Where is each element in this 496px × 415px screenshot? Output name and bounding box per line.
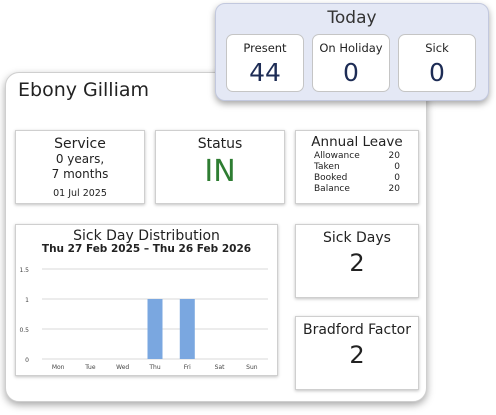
sick-label: Sick — [425, 41, 449, 55]
leave-value: 0 — [394, 173, 400, 183]
y-tick-label: 0.5 — [19, 327, 29, 334]
bar — [147, 299, 163, 359]
leave-row-balance: Balance 20 — [314, 184, 400, 195]
bar — [179, 299, 195, 359]
x-tick-label: Tue — [84, 364, 96, 371]
leave-label: Taken — [314, 162, 340, 172]
employee-card: Ebony Gilliam Service 0 years, 7 months … — [5, 72, 427, 402]
leave-label: Booked — [314, 173, 348, 183]
leave-value: 0 — [394, 162, 400, 172]
employee-name: Ebony Gilliam — [18, 79, 150, 101]
sick-day-chart: 0 0.5 1 1.5 Mon Tue Wed Thu Fri Sat Sun — [19, 267, 268, 371]
leave-value: 20 — [388, 184, 400, 194]
y-tick-label: 1.5 — [19, 267, 29, 274]
service-tile: Service 0 years, 7 months 01 Jul 2025 — [15, 130, 145, 204]
on-holiday-count: 0 — [343, 58, 359, 87]
leave-label: Balance — [314, 184, 350, 194]
leave-row-allowance: Allowance 20 — [314, 151, 400, 162]
service-years: 0 years, — [55, 152, 105, 166]
sick-days-tile: Sick Days 2 — [295, 224, 419, 298]
today-title: Today — [327, 8, 377, 28]
present-count: 44 — [249, 58, 281, 87]
sick-box[interactable]: Sick 0 — [398, 34, 476, 92]
y-tick-label: 1 — [25, 297, 29, 304]
sick-count: 0 — [429, 58, 445, 87]
bradford-factor-value: 2 — [349, 341, 365, 369]
annual-leave-title: Annual Leave — [311, 134, 403, 150]
status-title: Status — [197, 136, 243, 152]
present-label: Present — [243, 41, 287, 55]
chart-subtitle: Thu 27 Feb 2025 – Thu 26 Feb 2026 — [41, 243, 252, 255]
on-holiday-label: On Holiday — [319, 41, 383, 55]
leave-label: Allowance — [314, 151, 360, 161]
x-tick-label: Mon — [52, 364, 65, 371]
on-holiday-box[interactable]: On Holiday 0 — [312, 34, 390, 92]
bradford-factor-tile: Bradford Factor 2 — [295, 316, 419, 390]
sick-day-chart-tile: Sick Day Distribution Thu 27 Feb 2025 – … — [15, 224, 278, 376]
x-tick-label: Sat — [215, 364, 225, 371]
chart-title: Sick Day Distribution — [73, 228, 220, 244]
status-value: IN — [204, 154, 236, 189]
x-tick-label: Thu — [148, 364, 160, 371]
leave-value: 20 — [388, 151, 400, 161]
sick-days-value: 2 — [349, 249, 365, 277]
leave-row-taken: Taken 0 — [314, 162, 400, 173]
annual-leave-tile: Annual Leave Allowance 20 Taken 0 Booked… — [295, 130, 419, 204]
service-title: Service — [54, 136, 106, 152]
present-box[interactable]: Present 44 — [226, 34, 304, 92]
service-months: 7 months — [51, 167, 109, 181]
leave-row-booked: Booked 0 — [314, 173, 400, 184]
x-tick-label: Wed — [116, 364, 129, 371]
status-tile: Status IN — [155, 130, 285, 204]
service-start-date: 01 Jul 2025 — [53, 188, 107, 199]
today-panel: Today Present 44 On Holiday 0 Sick 0 — [215, 3, 489, 101]
y-tick-label: 0 — [25, 357, 29, 364]
x-tick-label: Fri — [184, 364, 191, 371]
annual-leave-table: Allowance 20 Taken 0 Booked 0 Balance 20 — [314, 151, 400, 195]
sick-days-title: Sick Days — [323, 230, 391, 246]
x-tick-label: Sun — [246, 364, 258, 371]
bradford-factor-title: Bradford Factor — [302, 322, 412, 338]
